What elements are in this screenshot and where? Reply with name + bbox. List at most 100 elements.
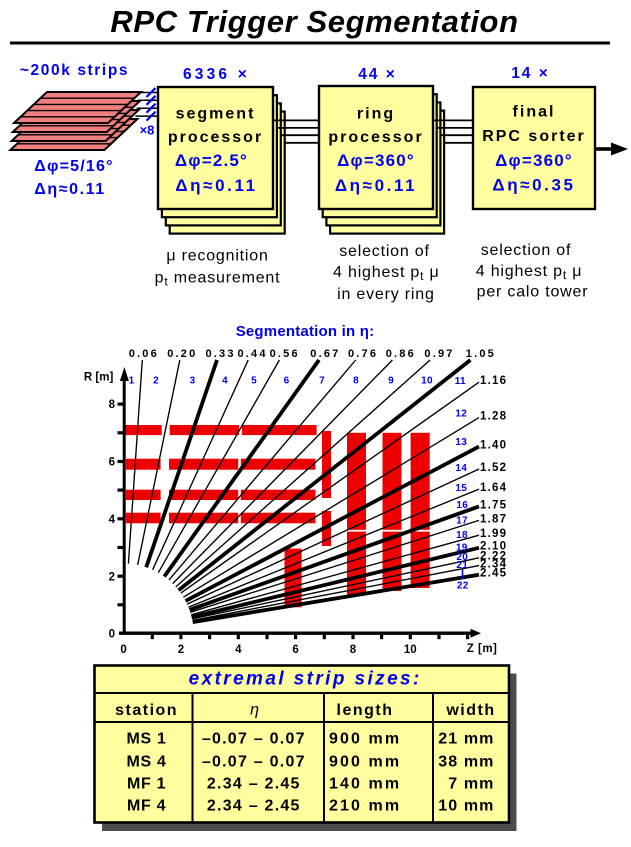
svg-text:segment: segment xyxy=(176,106,256,123)
svg-text:in every ring: in every ring xyxy=(337,286,435,303)
svg-text:pt measurement: pt measurement xyxy=(155,270,281,289)
svg-text:extremal strip sizes:: extremal strip sizes: xyxy=(189,669,422,690)
svg-text:20: 20 xyxy=(456,552,468,563)
svg-text:4 highest pt μ: 4 highest pt μ xyxy=(333,264,440,283)
svg-text:6: 6 xyxy=(109,457,115,469)
svg-text:3: 3 xyxy=(190,376,196,387)
svg-text:0: 0 xyxy=(120,644,126,656)
svg-text:19: 19 xyxy=(456,542,468,553)
svg-text:0.67: 0.67 xyxy=(310,348,340,360)
svg-text:Δφ=5/16°: Δφ=5/16° xyxy=(34,158,113,175)
svg-text:MF 1: MF 1 xyxy=(127,776,166,793)
svg-text:21 mm: 21 mm xyxy=(438,731,494,748)
svg-text:1.99: 1.99 xyxy=(480,528,507,540)
svg-text:5: 5 xyxy=(251,376,257,387)
svg-text:1.64: 1.64 xyxy=(480,482,507,494)
svg-text:RPC sorter: RPC sorter xyxy=(482,128,586,145)
svg-text:selection of: selection of xyxy=(481,242,572,259)
svg-text:14 ×: 14 × xyxy=(511,65,550,82)
svg-text:900 mm: 900 mm xyxy=(329,731,401,748)
svg-text:MS 4: MS 4 xyxy=(127,753,167,770)
svg-text:2.34: 2.34 xyxy=(480,559,507,571)
svg-text:4: 4 xyxy=(222,376,228,387)
svg-text:1: 1 xyxy=(129,376,135,387)
svg-text:2: 2 xyxy=(153,376,159,387)
svg-text:2.34 – 2.45: 2.34 – 2.45 xyxy=(207,797,301,814)
svg-text:Δφ=360°: Δφ=360° xyxy=(337,151,415,170)
svg-text:0.33: 0.33 xyxy=(205,348,235,360)
svg-text:16: 16 xyxy=(456,500,468,511)
svg-text:4: 4 xyxy=(109,514,116,526)
svg-text:2: 2 xyxy=(109,571,115,583)
svg-text:1.05: 1.05 xyxy=(466,348,496,360)
svg-text:station: station xyxy=(115,702,178,719)
svg-text:–0.07 – 0.07: –0.07 – 0.07 xyxy=(202,753,306,770)
svg-text:900 mm: 900 mm xyxy=(329,753,401,770)
svg-text:0.20: 0.20 xyxy=(167,348,197,360)
svg-text:18: 18 xyxy=(456,530,468,541)
svg-text:per calo tower: per calo tower xyxy=(477,284,589,301)
svg-text:14: 14 xyxy=(455,463,467,474)
svg-text:×8: ×8 xyxy=(140,123,155,138)
svg-text:0.06: 0.06 xyxy=(129,348,159,360)
svg-text:0.44: 0.44 xyxy=(237,348,267,360)
svg-text:4 highest pt μ: 4 highest pt μ xyxy=(476,263,583,282)
svg-text:~200k strips: ~200k strips xyxy=(20,62,129,79)
svg-text:0.86: 0.86 xyxy=(386,348,416,360)
svg-text:Δη≈0.35: Δη≈0.35 xyxy=(492,176,575,195)
svg-text:10: 10 xyxy=(421,376,433,387)
svg-text:ring: ring xyxy=(357,106,395,123)
svg-text:0.56: 0.56 xyxy=(270,348,300,360)
svg-text:140 mm: 140 mm xyxy=(329,776,401,793)
svg-text:selection of: selection of xyxy=(339,243,430,260)
svg-text:final: final xyxy=(513,104,556,121)
svg-text:Δη≈0.11: Δη≈0.11 xyxy=(175,176,257,195)
svg-text:7 mm: 7 mm xyxy=(448,776,494,793)
svg-text:11: 11 xyxy=(455,376,466,387)
svg-text:13: 13 xyxy=(455,437,467,448)
svg-text:R [m]: R [m] xyxy=(84,371,114,383)
svg-text:2.10: 2.10 xyxy=(480,541,507,553)
svg-text:Z [m]: Z [m] xyxy=(467,643,498,655)
svg-text:width: width xyxy=(445,702,495,719)
svg-text:7: 7 xyxy=(319,376,325,387)
svg-text:22: 22 xyxy=(457,581,469,592)
svg-text:8: 8 xyxy=(109,399,116,411)
svg-text:21: 21 xyxy=(456,560,468,571)
svg-text:1.87: 1.87 xyxy=(480,513,507,525)
svg-text:2.45: 2.45 xyxy=(480,568,507,580)
svg-text:Δφ=360°: Δφ=360° xyxy=(495,151,573,170)
svg-text:RPC Trigger Segmentation: RPC Trigger Segmentation xyxy=(110,4,518,39)
svg-text:1.16: 1.16 xyxy=(480,375,507,387)
svg-text:12: 12 xyxy=(455,409,467,420)
svg-text:6: 6 xyxy=(292,644,298,656)
svg-text:1.75: 1.75 xyxy=(480,499,507,511)
svg-text:38 mm: 38 mm xyxy=(438,753,494,770)
svg-text:0.97: 0.97 xyxy=(424,348,454,360)
svg-text:length: length xyxy=(337,702,394,719)
svg-text:Δφ=2.5°: Δφ=2.5° xyxy=(175,151,248,170)
svg-text:2: 2 xyxy=(178,644,184,656)
svg-text:6: 6 xyxy=(284,376,290,387)
svg-text:10: 10 xyxy=(404,644,417,656)
svg-text:210 mm: 210 mm xyxy=(329,797,401,814)
svg-text:1.40: 1.40 xyxy=(480,440,507,452)
svg-text:6336 ×: 6336 × xyxy=(183,66,250,83)
svg-text:9: 9 xyxy=(388,376,394,387)
svg-text:η: η xyxy=(250,702,259,719)
svg-text:MF 4: MF 4 xyxy=(127,797,166,814)
svg-text:Segmentation in η:: Segmentation in η: xyxy=(236,323,375,340)
svg-text:17: 17 xyxy=(456,515,468,526)
svg-text:–0.07 – 0.07: –0.07 – 0.07 xyxy=(202,731,306,748)
svg-text:2.22: 2.22 xyxy=(480,551,507,563)
svg-text:Δη≈0.11: Δη≈0.11 xyxy=(34,181,106,198)
svg-text:processor: processor xyxy=(168,129,263,146)
svg-text:8: 8 xyxy=(353,376,359,387)
svg-text:0.76: 0.76 xyxy=(348,348,378,360)
svg-text:0: 0 xyxy=(109,629,115,641)
svg-text:1.52: 1.52 xyxy=(480,462,507,474)
svg-text:10 mm: 10 mm xyxy=(438,797,494,814)
svg-text:15: 15 xyxy=(455,483,467,494)
svg-text:MS 1: MS 1 xyxy=(127,731,167,748)
svg-text:Δη≈0.11: Δη≈0.11 xyxy=(335,176,417,195)
